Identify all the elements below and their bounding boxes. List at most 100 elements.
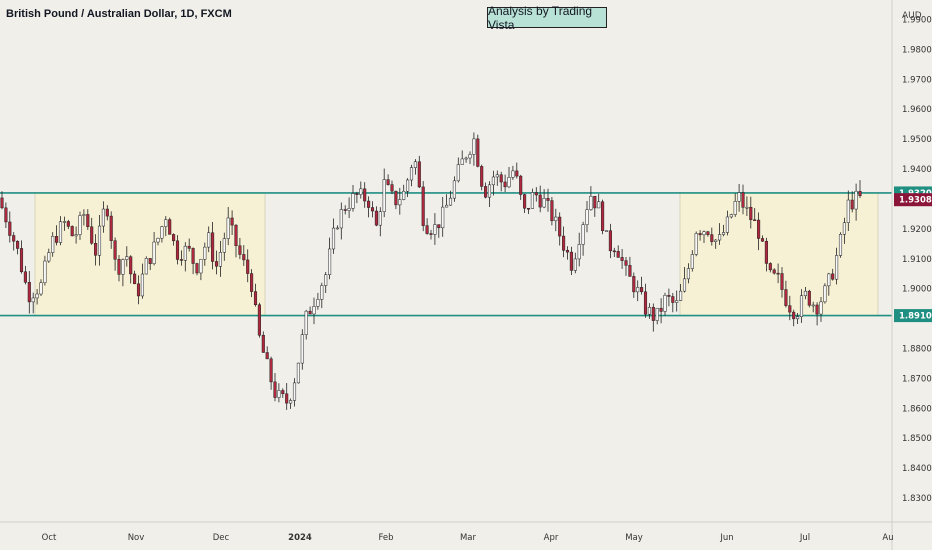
candle-body xyxy=(647,306,651,315)
candle-body xyxy=(671,296,675,303)
candle-body xyxy=(589,195,593,210)
candle-body xyxy=(191,248,195,264)
candle-body xyxy=(335,227,339,230)
candle-body xyxy=(721,232,726,235)
current-price-tag-text: 1.93084 xyxy=(899,196,932,206)
price-tick-label: 1.92000 xyxy=(902,225,932,235)
candle-body xyxy=(316,299,320,307)
candle-body xyxy=(261,334,265,353)
candle-body xyxy=(749,206,753,221)
candle-body xyxy=(569,251,573,271)
candle-body xyxy=(386,179,390,185)
candle-body xyxy=(651,306,655,321)
candle-body xyxy=(491,176,495,186)
candle-body xyxy=(339,209,343,229)
candle-body xyxy=(542,198,546,208)
range-box xyxy=(34,192,266,316)
price-tick-label: 1.83000 xyxy=(902,494,932,504)
candle-body xyxy=(51,236,55,253)
candle-body xyxy=(183,245,187,261)
candle-body xyxy=(534,192,538,196)
candle-body xyxy=(12,235,16,242)
candle-body xyxy=(265,352,269,360)
price-tick-label: 1.97000 xyxy=(902,75,932,85)
candle-body xyxy=(378,211,382,226)
candle-body xyxy=(460,158,464,165)
candle-body xyxy=(168,219,172,235)
candle-body xyxy=(277,390,281,398)
candle-body xyxy=(175,240,180,260)
candle-body xyxy=(608,230,612,252)
candle-body xyxy=(628,265,632,277)
candle-body xyxy=(331,227,336,250)
candle-body xyxy=(499,174,503,183)
candle-body xyxy=(616,251,620,258)
candle-body xyxy=(351,193,355,209)
candle-body xyxy=(780,273,784,290)
candle-body xyxy=(0,197,4,209)
candle-body xyxy=(472,138,476,155)
candle-body xyxy=(831,273,835,280)
candle-body xyxy=(195,263,199,274)
candle-body xyxy=(207,232,211,248)
price-tick-label: 1.90000 xyxy=(902,285,932,295)
price-tick-label: 1.86000 xyxy=(902,404,932,414)
candle-body xyxy=(413,161,417,168)
time-tick-label: Nov xyxy=(128,533,145,543)
candle-body xyxy=(324,274,328,286)
range-boxes xyxy=(34,192,879,316)
candle-body xyxy=(402,191,406,200)
candle-body xyxy=(39,282,43,295)
candle-body xyxy=(343,209,347,211)
candle-body xyxy=(745,206,749,209)
candle-body xyxy=(846,199,850,223)
candle-body xyxy=(484,186,488,198)
candle-body xyxy=(495,174,499,178)
candle-body xyxy=(367,200,371,208)
candle-body xyxy=(803,290,807,296)
candle-body xyxy=(682,278,687,292)
candle-body xyxy=(445,204,449,208)
time-axis[interactable]: Oct Nov Dec 2024 Feb Mar Apr May Jun Jul Au xyxy=(42,533,894,543)
candle-body xyxy=(663,295,667,312)
candle-body xyxy=(468,154,472,159)
candle-body xyxy=(636,287,640,293)
candle-body xyxy=(109,215,113,241)
candle-body xyxy=(156,237,160,243)
candle-body xyxy=(27,282,31,303)
candle-body xyxy=(117,259,121,275)
candle-body xyxy=(101,208,105,227)
candle-body xyxy=(253,291,258,305)
candle-body xyxy=(105,208,109,217)
candle-body xyxy=(300,334,304,364)
price-tick-label: 1.88000 xyxy=(902,344,932,354)
price-tick-label: 1.84000 xyxy=(902,464,932,474)
candle-body xyxy=(702,231,706,236)
candle-body xyxy=(698,233,702,236)
candle-body xyxy=(811,304,815,307)
candle-body xyxy=(714,239,718,242)
candle-body xyxy=(425,225,429,234)
candle-body xyxy=(718,234,722,241)
candle-body xyxy=(632,276,636,293)
candle-body xyxy=(772,269,776,274)
candle-body xyxy=(421,186,425,226)
candle-body xyxy=(554,216,558,222)
time-tick-label: Feb xyxy=(378,533,393,543)
candle-body xyxy=(601,201,605,232)
candle-body xyxy=(234,224,238,246)
candle-body xyxy=(390,184,394,192)
candle-body xyxy=(218,252,222,267)
support-tag-text: 1.89100 xyxy=(899,312,932,322)
candle-body xyxy=(257,304,261,336)
candle-body xyxy=(374,210,378,226)
candle-body xyxy=(148,258,152,264)
time-tick-label: Dec xyxy=(213,533,230,543)
candle-body xyxy=(464,157,468,160)
candle-body xyxy=(355,193,359,195)
price-axis[interactable]: 1.99000 1.98000 1.97000 1.96000 1.95000 1.940… xyxy=(902,15,932,504)
candle-body xyxy=(523,194,527,209)
candle-body xyxy=(784,289,788,306)
candle-body xyxy=(503,181,507,188)
